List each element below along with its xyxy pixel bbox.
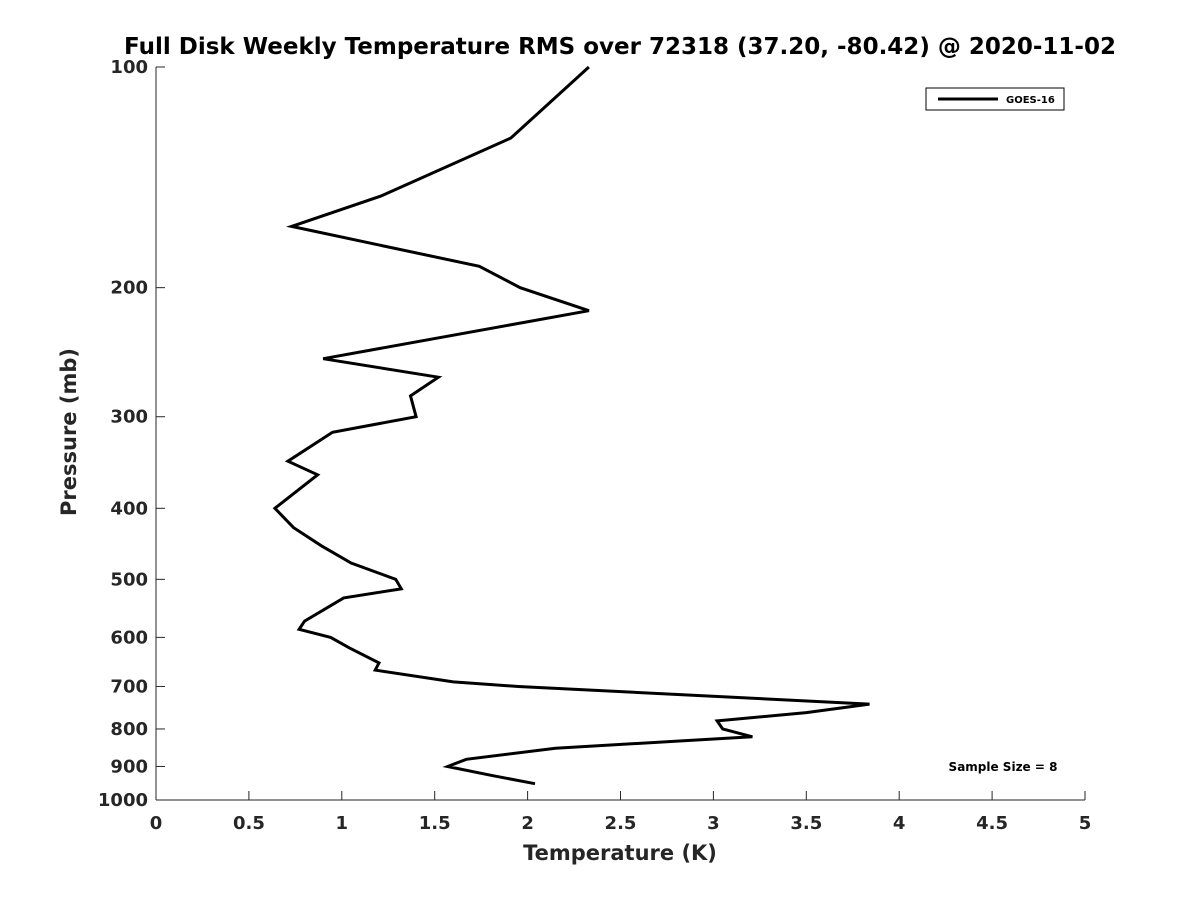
y-tick-label: 800 — [110, 719, 148, 740]
x-tick-label: 3.5 — [790, 813, 822, 834]
x-tick-label: 1.5 — [419, 813, 451, 834]
y-tick-label: 700 — [110, 676, 148, 697]
x-ticks: 0 0.5 1 1.5 2 2.5 3 3.5 4 4.5 5 — [150, 791, 1092, 834]
y-tick-label: 600 — [110, 627, 148, 648]
y-tick-label: 500 — [110, 569, 148, 590]
series-line — [272, 65, 870, 786]
y-tick-label: 300 — [110, 407, 148, 428]
chart-title: Full Disk Weekly Temperature RMS over 72… — [124, 34, 1116, 60]
y-axis-label: Pressure (mb) — [57, 348, 81, 516]
y-tick-label: 400 — [110, 498, 148, 519]
y-tick-label: 900 — [110, 756, 148, 777]
x-tick-label: 2 — [521, 813, 534, 834]
x-tick-label: 0 — [150, 813, 163, 834]
legend: GOES-16 — [925, 87, 1065, 111]
y-tick-label: 100 — [110, 57, 148, 78]
y-tick-label: 1000 — [98, 790, 148, 811]
sample-size-annotation: Sample Size = 8 — [949, 760, 1058, 774]
x-tick-label: 4.5 — [976, 813, 1008, 834]
y-tick-label: 200 — [110, 278, 148, 299]
x-tick-label: 5 — [1079, 813, 1092, 834]
x-tick-label: 0.5 — [233, 813, 265, 834]
x-axis-label: Temperature (K) — [523, 841, 717, 865]
y-ticks: 100 200 300 400 500 600 700 800 900 1000 — [98, 57, 165, 811]
x-tick-label: 3 — [707, 813, 720, 834]
series-lines — [272, 65, 870, 786]
x-tick-label: 1 — [336, 813, 349, 834]
x-tick-label: 4 — [893, 813, 906, 834]
legend-label: GOES-16 — [1006, 95, 1055, 106]
x-tick-label: 2.5 — [605, 813, 637, 834]
axes — [155, 67, 1085, 801]
